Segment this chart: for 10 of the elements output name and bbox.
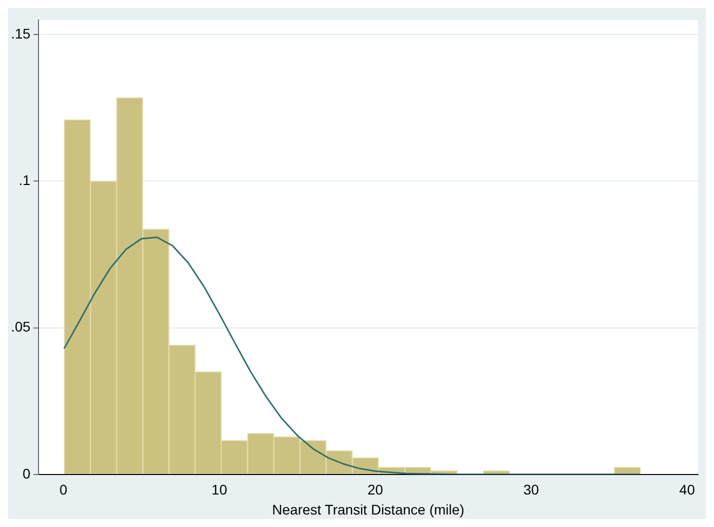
x-tick-label: 30 — [523, 482, 540, 498]
x-tick-label: 20 — [367, 482, 384, 498]
x-tick-label: 0 — [60, 482, 68, 498]
x-tick-label: 40 — [679, 482, 696, 498]
y-tick-label: .1 — [18, 172, 31, 188]
y-tick-label: .15 — [10, 26, 31, 42]
y-tick-label: 0 — [22, 465, 31, 482]
y-tick-label: .05 — [10, 318, 31, 335]
x-tick-label: 10 — [212, 482, 228, 498]
x-axis-title: Nearest Transit Distance (mile) — [272, 501, 464, 518]
